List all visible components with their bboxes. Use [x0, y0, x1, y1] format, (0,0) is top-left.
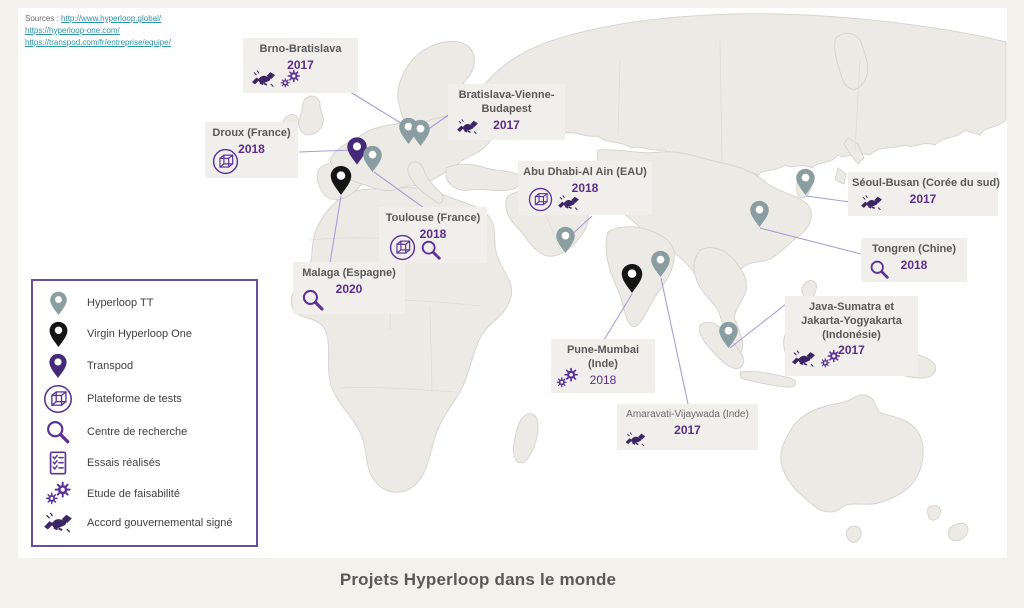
legend-item-etude-de-faisabilite: Etude de faisabilité — [39, 481, 250, 506]
sources-note: Sources : http://www.hyperloop.global/ h… — [25, 13, 171, 49]
label-tongren-chine: Tongren (Chine) 2018 — [861, 238, 967, 282]
pin-gray-icon — [795, 168, 816, 196]
handshake-icon — [43, 511, 73, 535]
legend: Hyperloop TT Virgin Hyperloop One Transp… — [31, 279, 258, 547]
legend-item-transpod: Transpod — [39, 353, 250, 379]
project-year: 2017 — [493, 117, 520, 132]
legend-label: Plateforme de tests — [87, 392, 182, 405]
pin-virgin-pune — [620, 263, 644, 294]
legend-label: Essais réalisés — [87, 457, 161, 470]
legend-item-plateforme-de-tests: Plateforme de tests — [39, 384, 250, 414]
pin-black-icon — [329, 165, 353, 196]
pin-gray-icon — [555, 226, 576, 254]
source-link-hyperloop-global[interactable]: http://www.hyperloop.global/ — [61, 14, 162, 23]
magnifier-icon — [420, 239, 442, 261]
project-title: Séoul-Busan (Corée du sud) — [852, 177, 1000, 189]
project-year: 2017 — [838, 343, 865, 358]
project-year: 2017 — [909, 191, 937, 206]
gears-icon — [280, 69, 301, 89]
project-year: 2017 — [674, 422, 701, 437]
pin-purple-icon — [48, 353, 68, 379]
pin-gray-icon — [362, 145, 383, 173]
label-toulouse-france: Toulouse (France) 2018 — [379, 207, 487, 263]
project-title: Pune-Mumbai (Inde) — [566, 344, 640, 370]
checklist-icon — [45, 450, 71, 476]
legend-item-virgin-hyperloop-one: Virgin Hyperloop One — [39, 321, 250, 348]
label-pune-mumbai: Pune-Mumbai (Inde) 2018 — [551, 339, 655, 393]
pin-gray-icon — [650, 250, 671, 278]
project-year: 2017 — [287, 57, 314, 72]
magnifier-icon — [869, 259, 890, 280]
label-bratislava-vienne-budapest: Bratislava-Vienne-Budapest 2017 — [448, 84, 565, 140]
test-platform-icon — [389, 234, 416, 261]
legend-item-centre-de-recherche: Centre de recherche — [39, 419, 250, 445]
pin-hyperloop-tt-abu-dhabi — [555, 226, 576, 254]
label-abu-dhabi-al-ain: Abu Dhabi-Al Ain (EAU) 2018 — [518, 161, 652, 215]
handshake-icon — [860, 194, 883, 212]
project-title: Java-Sumatra et Jakarta-Yogyakarta (Indo… — [801, 301, 902, 341]
legend-label: Centre de recherche — [87, 426, 188, 439]
handshake-icon — [791, 349, 816, 369]
test-platform-icon — [528, 187, 553, 212]
handshake-icon — [557, 194, 580, 212]
pin-gray-icon — [410, 119, 431, 147]
label-droux-france: Droux (France) 2018 — [205, 122, 298, 178]
page-title: Projets Hyperloop dans le monde — [339, 570, 617, 589]
handshake-icon — [251, 69, 276, 89]
pin-hyperloop-tt-toulouse — [362, 145, 383, 173]
pin-gray-icon — [749, 200, 770, 228]
project-title: Brno-Bratislava — [259, 43, 342, 55]
legend-item-essais-realises: Essais réalisés — [39, 450, 250, 476]
pin-gray-icon — [718, 321, 739, 349]
project-title: Abu Dhabi-Al Ain (EAU) — [523, 166, 647, 178]
project-year: 2018 — [571, 180, 599, 195]
legend-item-hyperloop-tt: Hyperloop TT — [39, 291, 250, 316]
magnifier-icon — [45, 419, 71, 445]
pin-hyperloop-tt-seoul — [795, 168, 816, 196]
sources-prefix: Sources : — [25, 14, 59, 23]
project-title: Amaravati-Vijaywada (Inde) — [626, 409, 749, 420]
handshake-icon — [625, 431, 646, 448]
legend-label: Accord gouvernemental signé — [87, 517, 233, 530]
pin-hyperloop-tt-amaravati — [650, 250, 671, 278]
project-year: 2018 — [238, 141, 265, 156]
gears-icon — [820, 349, 841, 369]
legend-label: Transpod — [87, 359, 134, 372]
pin-virgin-malaga — [329, 165, 353, 196]
test-platform-icon — [43, 384, 73, 414]
label-brno-bratislava: Brno-Bratislava 2017 — [243, 38, 358, 93]
project-title: Malaga (Espagne) — [302, 267, 396, 279]
source-link-transpod[interactable]: https://transpod.com/fr/entreprise/equip… — [25, 38, 171, 47]
legend-label: Virgin Hyperloop One — [87, 328, 192, 341]
legend-item-accord-gouvernemental: Accord gouvernemental signé — [39, 511, 250, 535]
project-year: 2018 — [900, 257, 928, 272]
magnifier-icon — [301, 288, 325, 312]
pin-hyperloop-tt-bratislava — [410, 119, 431, 147]
label-malaga-espagne: Malaga (Espagne) 2020 — [293, 262, 405, 314]
pin-hyperloop-tt-sumatra — [718, 321, 739, 349]
project-title: Toulouse (France) — [385, 212, 481, 224]
legend-label: Etude de faisabilité — [87, 487, 180, 500]
project-year: 2020 — [335, 281, 363, 296]
pin-black-icon — [620, 263, 644, 294]
gears-icon — [45, 481, 72, 506]
test-platform-icon — [212, 148, 239, 175]
project-title: Tongren (Chine) — [871, 243, 957, 255]
project-year: 2018 — [589, 372, 617, 387]
handshake-icon — [456, 118, 479, 136]
label-seoul-busan: Séoul-Busan (Corée du sud) 2017 — [848, 172, 1000, 216]
label-amaravati-vijaywada: Amaravati-Vijaywada (Inde) 2017 — [617, 404, 758, 450]
project-title: Bratislava-Vienne-Budapest — [458, 89, 555, 115]
legend-label: Hyperloop TT — [87, 297, 154, 310]
pin-hyperloop-tt-tongren — [749, 200, 770, 228]
project-title: Droux (France) — [212, 127, 291, 139]
gears-icon — [556, 367, 579, 389]
pin-gray-icon — [49, 291, 68, 316]
label-java-sumatra-indonesie: Java-Sumatra et Jakarta-Yogyakarta (Indo… — [785, 296, 918, 376]
source-link-hyperloop-one[interactable]: https://hyperloop-one.com/ — [25, 26, 120, 35]
pin-black-icon — [48, 321, 69, 348]
project-year: 2018 — [419, 226, 447, 241]
